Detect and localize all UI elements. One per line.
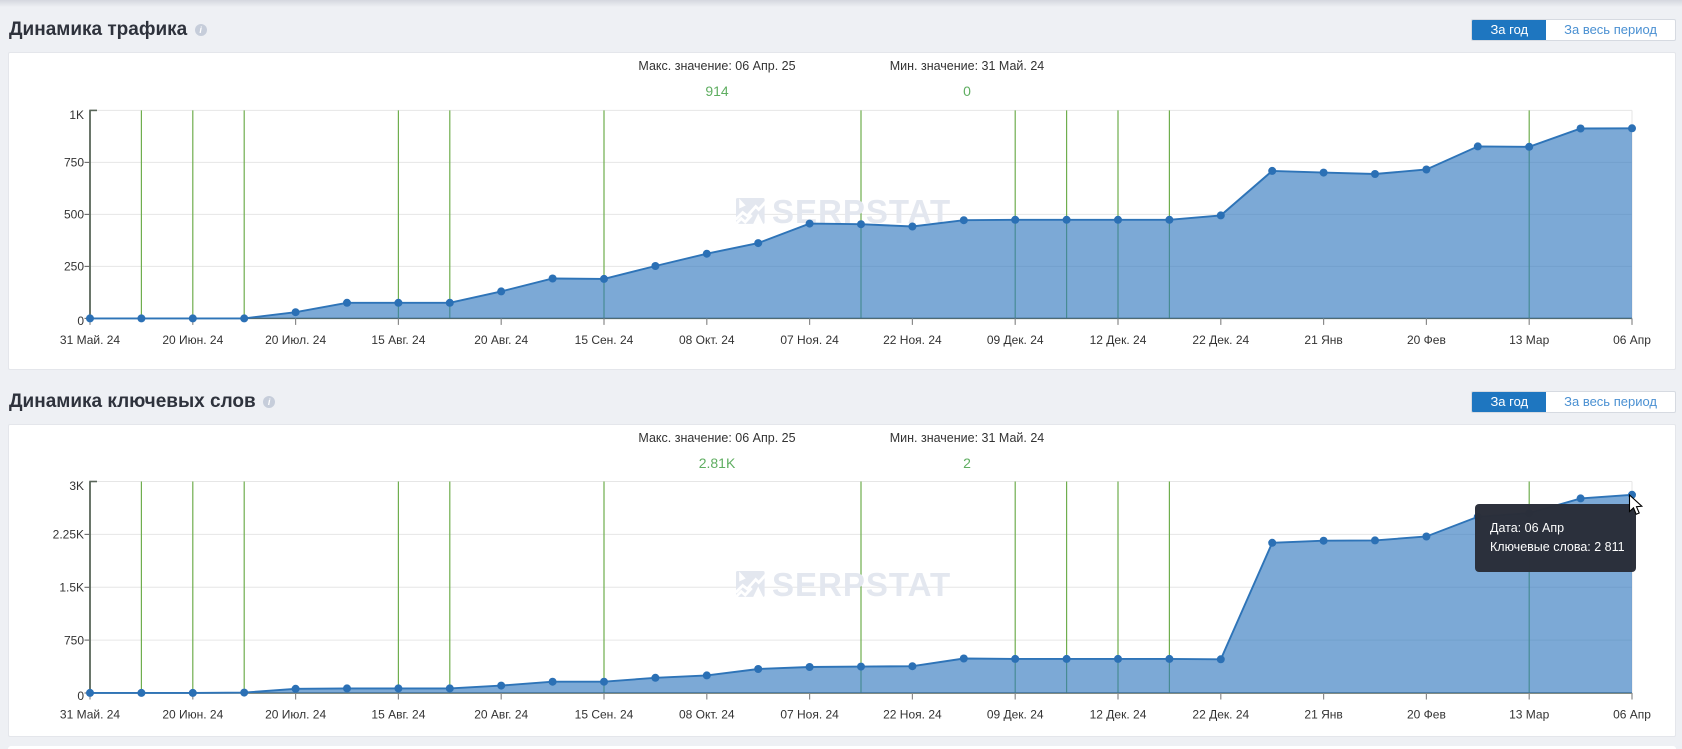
- svg-text:15 Авг. 24: 15 Авг. 24: [371, 708, 425, 722]
- svg-text:20 Фев: 20 Фев: [1407, 333, 1446, 347]
- svg-text:750: 750: [64, 156, 84, 170]
- svg-text:750: 750: [64, 633, 84, 647]
- svg-text:22 Дек. 24: 22 Дек. 24: [1192, 708, 1249, 722]
- svg-text:1.5K: 1.5K: [59, 581, 84, 595]
- svg-text:20 Июл. 24: 20 Июл. 24: [265, 708, 326, 722]
- svg-text:22 Ноя. 24: 22 Ноя. 24: [883, 333, 942, 347]
- svg-text:22 Ноя. 24: 22 Ноя. 24: [883, 708, 942, 722]
- svg-text:21 Янв: 21 Янв: [1304, 333, 1342, 347]
- svg-text:08 Окт. 24: 08 Окт. 24: [679, 333, 735, 347]
- svg-text:07 Ноя. 24: 07 Ноя. 24: [780, 333, 839, 347]
- svg-text:22 Дек. 24: 22 Дек. 24: [1192, 333, 1249, 347]
- svg-text:20 Июн. 24: 20 Июн. 24: [162, 708, 223, 722]
- svg-text:31 Май. 24: 31 Май. 24: [60, 333, 121, 347]
- svg-text:20 Июл. 24: 20 Июл. 24: [265, 333, 326, 347]
- svg-text:20 Июн. 24: 20 Июн. 24: [162, 333, 223, 347]
- svg-text:15 Авг. 24: 15 Авг. 24: [371, 333, 425, 347]
- svg-text:250: 250: [64, 260, 84, 274]
- svg-text:06 Апр: 06 Апр: [1613, 333, 1651, 347]
- svg-text:31 Май. 24: 31 Май. 24: [60, 708, 121, 722]
- svg-text:3K: 3K: [69, 479, 84, 493]
- svg-text:20 Фев: 20 Фев: [1407, 708, 1446, 722]
- svg-text:08 Окт. 24: 08 Окт. 24: [679, 708, 735, 722]
- svg-text:15 Сен. 24: 15 Сен. 24: [575, 708, 634, 722]
- svg-text:15 Сен. 24: 15 Сен. 24: [575, 333, 634, 347]
- svg-text:13 Мар: 13 Мар: [1509, 708, 1549, 722]
- svg-text:0: 0: [77, 314, 84, 328]
- svg-text:12 Дек. 24: 12 Дек. 24: [1090, 708, 1147, 722]
- svg-text:21 Янв: 21 Янв: [1304, 708, 1342, 722]
- svg-text:SERPSTAT: SERPSTAT: [772, 566, 951, 603]
- svg-text:07 Ноя. 24: 07 Ноя. 24: [780, 708, 839, 722]
- svg-text:13 Мар: 13 Мар: [1509, 333, 1549, 347]
- svg-text:20 Авг. 24: 20 Авг. 24: [474, 708, 528, 722]
- svg-text:1K: 1K: [69, 108, 84, 122]
- svg-text:0: 0: [77, 689, 84, 703]
- svg-text:09 Дек. 24: 09 Дек. 24: [987, 708, 1044, 722]
- svg-text:500: 500: [64, 208, 84, 222]
- svg-text:20 Авг. 24: 20 Авг. 24: [474, 333, 528, 347]
- svg-text:2.25K: 2.25K: [53, 528, 84, 542]
- svg-text:12 Дек. 24: 12 Дек. 24: [1090, 333, 1147, 347]
- svg-text:06 Апр: 06 Апр: [1613, 708, 1651, 722]
- svg-text:09 Дек. 24: 09 Дек. 24: [987, 333, 1044, 347]
